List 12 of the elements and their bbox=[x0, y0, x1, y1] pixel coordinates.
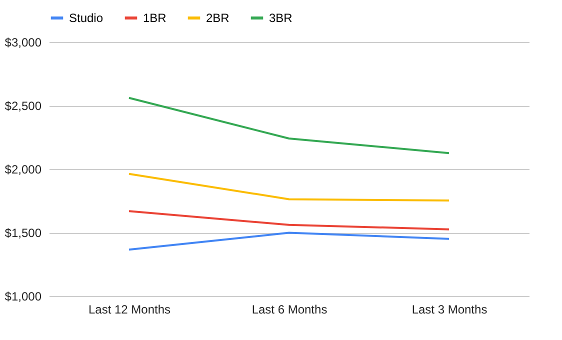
x-tick-label: Last 3 Months bbox=[412, 302, 488, 316]
legend-label: 1BR bbox=[143, 11, 167, 25]
legend-label: Studio bbox=[69, 11, 104, 25]
legend-label: 3BR bbox=[269, 11, 293, 25]
legend-label: 2BR bbox=[206, 11, 230, 25]
x-tick-label: Last 12 Months bbox=[88, 302, 171, 316]
y-tick-label: $3,000 bbox=[4, 36, 42, 50]
y-tick-label: $1,500 bbox=[4, 226, 42, 240]
y-tick-label: $2,500 bbox=[4, 99, 42, 113]
x-tick-label: Last 6 Months bbox=[252, 302, 328, 316]
y-tick-label: $2,000 bbox=[4, 162, 42, 176]
y-tick-label: $1,000 bbox=[4, 290, 42, 304]
